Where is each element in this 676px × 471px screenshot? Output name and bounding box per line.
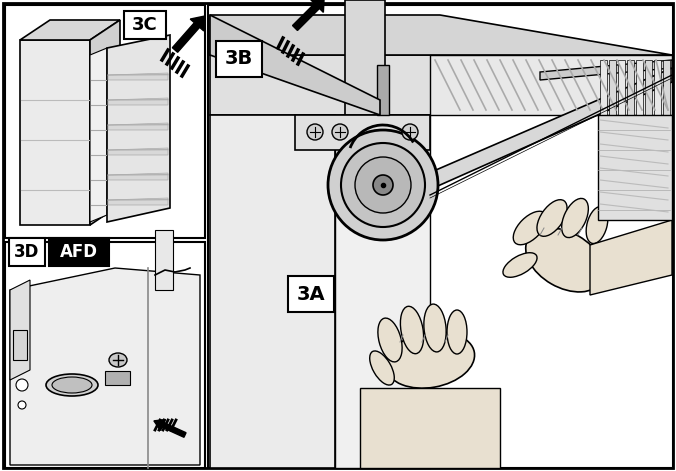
FancyArrow shape <box>154 420 186 437</box>
Polygon shape <box>385 68 672 205</box>
Polygon shape <box>90 48 107 222</box>
Bar <box>105 371 130 385</box>
Ellipse shape <box>385 332 475 388</box>
Bar <box>663 60 670 220</box>
Circle shape <box>341 143 425 227</box>
Ellipse shape <box>109 353 127 367</box>
Ellipse shape <box>537 200 567 236</box>
Polygon shape <box>108 73 168 80</box>
Bar <box>13 330 27 360</box>
Ellipse shape <box>447 310 467 354</box>
FancyArrow shape <box>172 16 205 52</box>
Ellipse shape <box>513 211 547 245</box>
Text: 3A: 3A <box>297 284 325 303</box>
Polygon shape <box>210 15 672 55</box>
Polygon shape <box>107 35 170 222</box>
FancyBboxPatch shape <box>9 238 45 266</box>
Ellipse shape <box>503 253 537 277</box>
Bar <box>155 230 173 290</box>
Ellipse shape <box>378 318 402 362</box>
Polygon shape <box>108 198 168 205</box>
Circle shape <box>373 175 393 195</box>
Polygon shape <box>108 148 168 155</box>
Polygon shape <box>20 40 90 225</box>
Polygon shape <box>20 20 120 40</box>
Polygon shape <box>10 268 200 465</box>
Ellipse shape <box>400 306 424 354</box>
Polygon shape <box>590 220 672 295</box>
Bar <box>627 60 634 220</box>
FancyBboxPatch shape <box>288 276 334 312</box>
Ellipse shape <box>52 377 92 393</box>
FancyBboxPatch shape <box>49 238 109 266</box>
Ellipse shape <box>586 206 608 244</box>
Polygon shape <box>90 20 120 225</box>
Polygon shape <box>108 173 168 180</box>
Ellipse shape <box>424 304 446 352</box>
Polygon shape <box>598 115 672 220</box>
Bar <box>645 60 652 220</box>
Bar <box>636 60 643 220</box>
FancyBboxPatch shape <box>124 11 166 39</box>
Polygon shape <box>295 115 430 150</box>
Ellipse shape <box>46 374 98 396</box>
Bar <box>5 242 205 468</box>
Ellipse shape <box>562 198 588 237</box>
Circle shape <box>355 157 411 213</box>
Polygon shape <box>335 115 430 468</box>
Text: 3C: 3C <box>132 16 158 34</box>
FancyBboxPatch shape <box>216 41 262 77</box>
Polygon shape <box>210 15 380 115</box>
Bar <box>5 5 205 238</box>
Bar <box>345 0 385 115</box>
Polygon shape <box>210 55 672 115</box>
Circle shape <box>332 124 348 140</box>
Text: AFD: AFD <box>60 243 98 261</box>
Polygon shape <box>360 388 500 468</box>
Ellipse shape <box>526 228 604 292</box>
Circle shape <box>328 130 438 240</box>
Bar <box>618 60 625 220</box>
Ellipse shape <box>370 351 394 385</box>
Bar <box>377 65 389 115</box>
Text: 3B: 3B <box>225 49 253 68</box>
FancyArrow shape <box>293 0 324 31</box>
Text: 3D: 3D <box>14 243 40 261</box>
Polygon shape <box>430 55 672 115</box>
Polygon shape <box>210 115 335 468</box>
Polygon shape <box>108 123 168 130</box>
Circle shape <box>18 401 26 409</box>
Circle shape <box>16 379 28 391</box>
Polygon shape <box>540 60 672 80</box>
Bar <box>600 60 607 220</box>
Circle shape <box>307 124 323 140</box>
Circle shape <box>402 124 418 140</box>
Polygon shape <box>108 98 168 105</box>
Bar <box>654 60 661 220</box>
Polygon shape <box>10 280 30 380</box>
Bar <box>609 60 616 220</box>
Bar <box>208 5 673 468</box>
